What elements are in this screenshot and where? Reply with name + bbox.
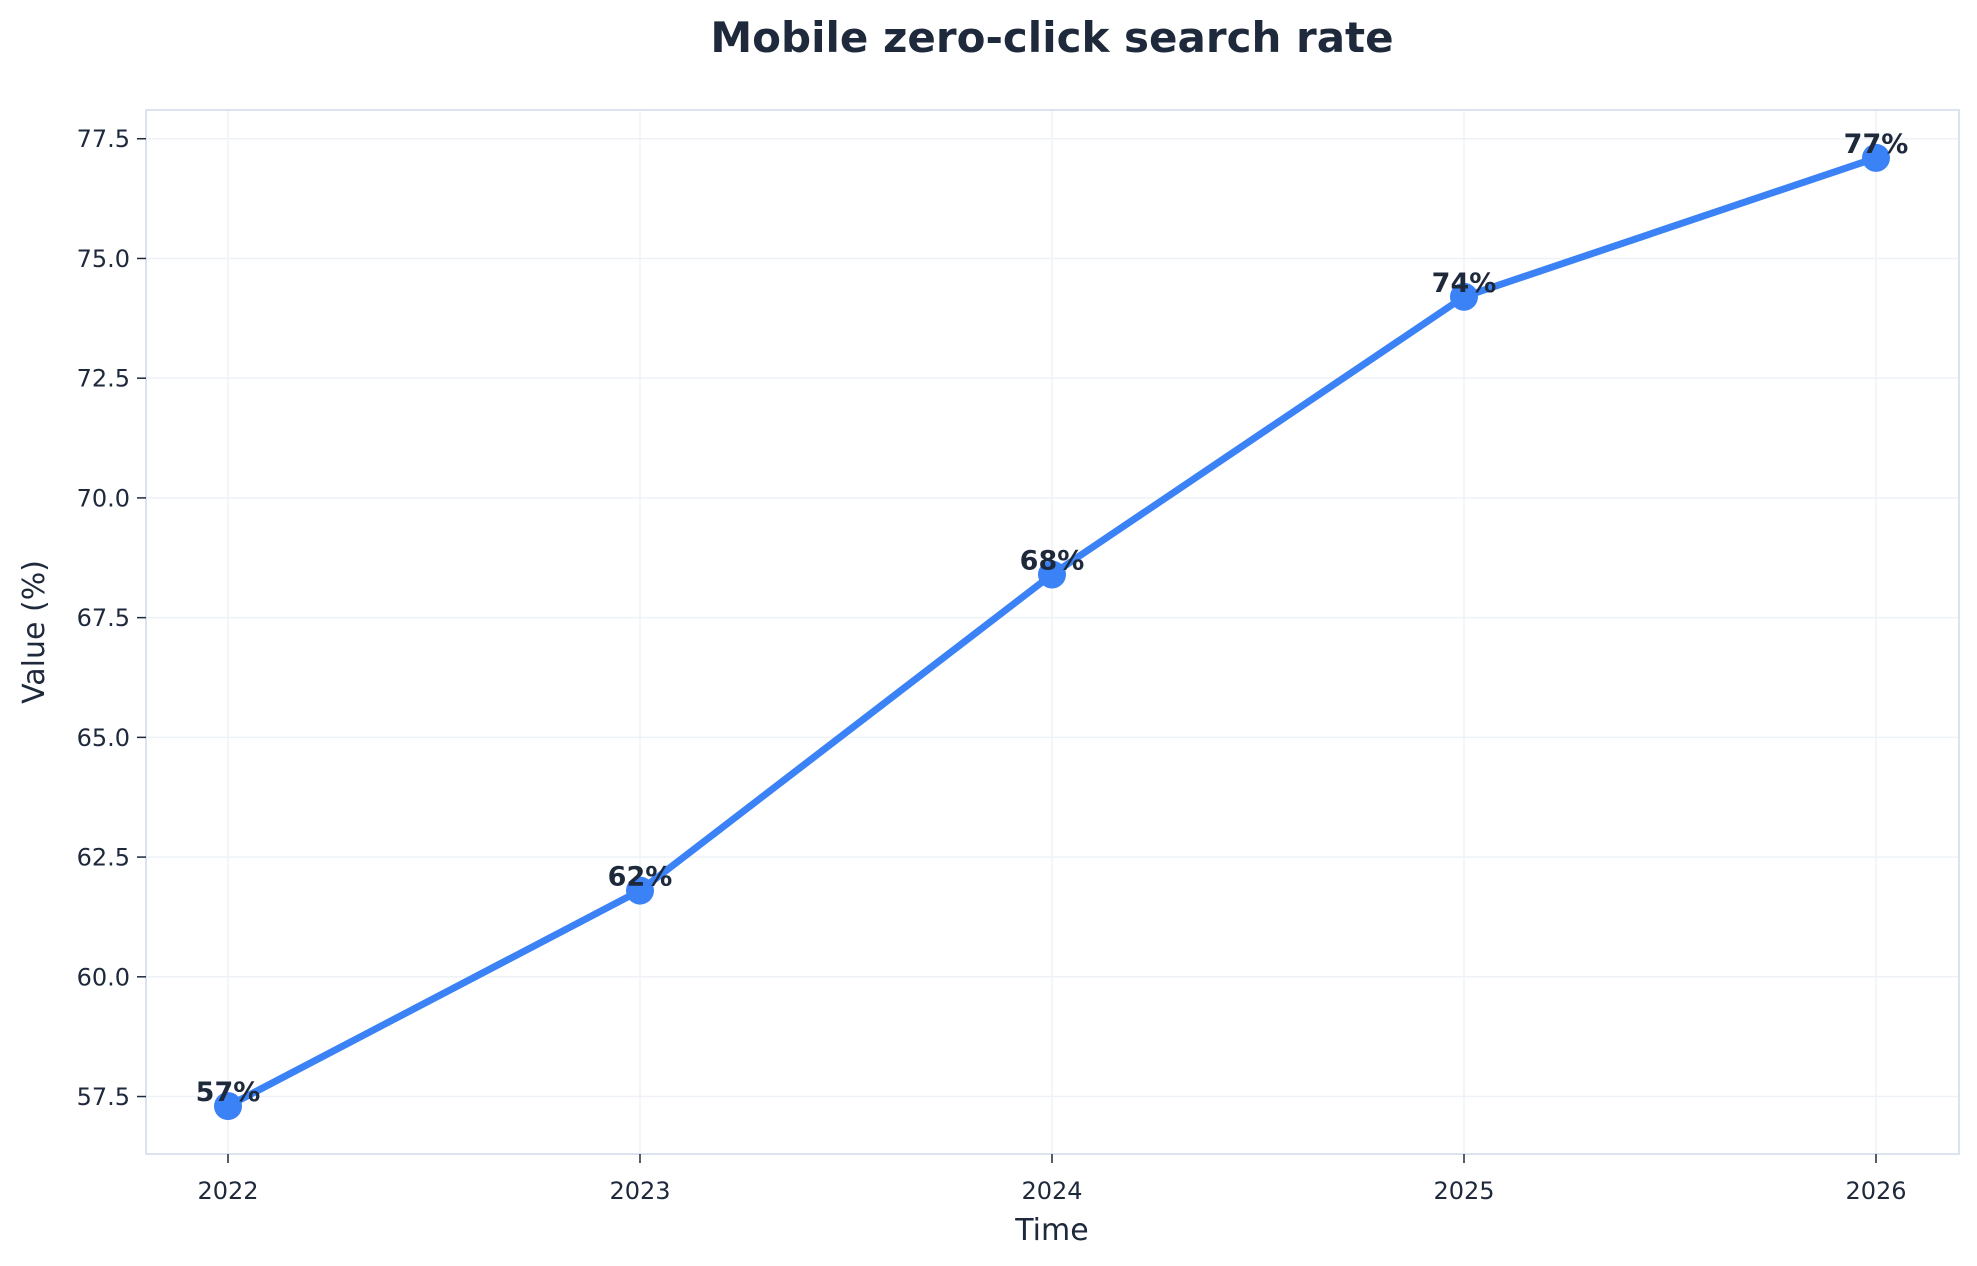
y-tick-label: 75.0 [77, 245, 130, 273]
data-label-layer: 57% 62% 68% 74% 77% [196, 129, 1909, 1108]
series-layer [214, 143, 1890, 1121]
y-tick-label: 65.0 [77, 724, 130, 752]
data-point [1862, 143, 1890, 172]
gridlines [146, 110, 1959, 1154]
y-tick-label: 67.5 [77, 604, 130, 632]
data-label: 62% [608, 862, 673, 893]
data-label: 74% [1432, 268, 1497, 299]
y-axis-label: Value (%) [17, 560, 52, 704]
y-tick-label: 70.0 [77, 484, 130, 512]
x-tick-label: 2022 [197, 1177, 258, 1205]
data-label: 68% [1020, 546, 1085, 577]
x-tick-label: 2026 [1845, 1177, 1906, 1205]
y-tick-label: 72.5 [77, 365, 130, 393]
y-tick-label: 57.5 [77, 1083, 130, 1111]
y-tick-label: 62.5 [77, 844, 130, 872]
data-label: 57% [196, 1077, 261, 1108]
data-point [626, 876, 654, 905]
x-axis-label: Time [1014, 1213, 1088, 1248]
data-label: 77% [1844, 129, 1909, 160]
data-point [1038, 560, 1066, 589]
data-point [1450, 282, 1478, 311]
x-tick-label: 2023 [609, 1177, 670, 1205]
data-point [214, 1092, 242, 1121]
y-tick-label: 60.0 [77, 963, 130, 991]
x-tick-label: 2024 [1021, 1177, 1082, 1205]
x-tick-label: 2025 [1433, 1177, 1494, 1205]
chart-title: Mobile zero-click search rate [710, 13, 1393, 62]
axis-ticks: 57.5 60.0 62.5 65.0 67.5 70.0 72.5 75.0 77.5 2022… [77, 125, 1907, 1205]
y-tick-label: 77.5 [77, 125, 130, 153]
